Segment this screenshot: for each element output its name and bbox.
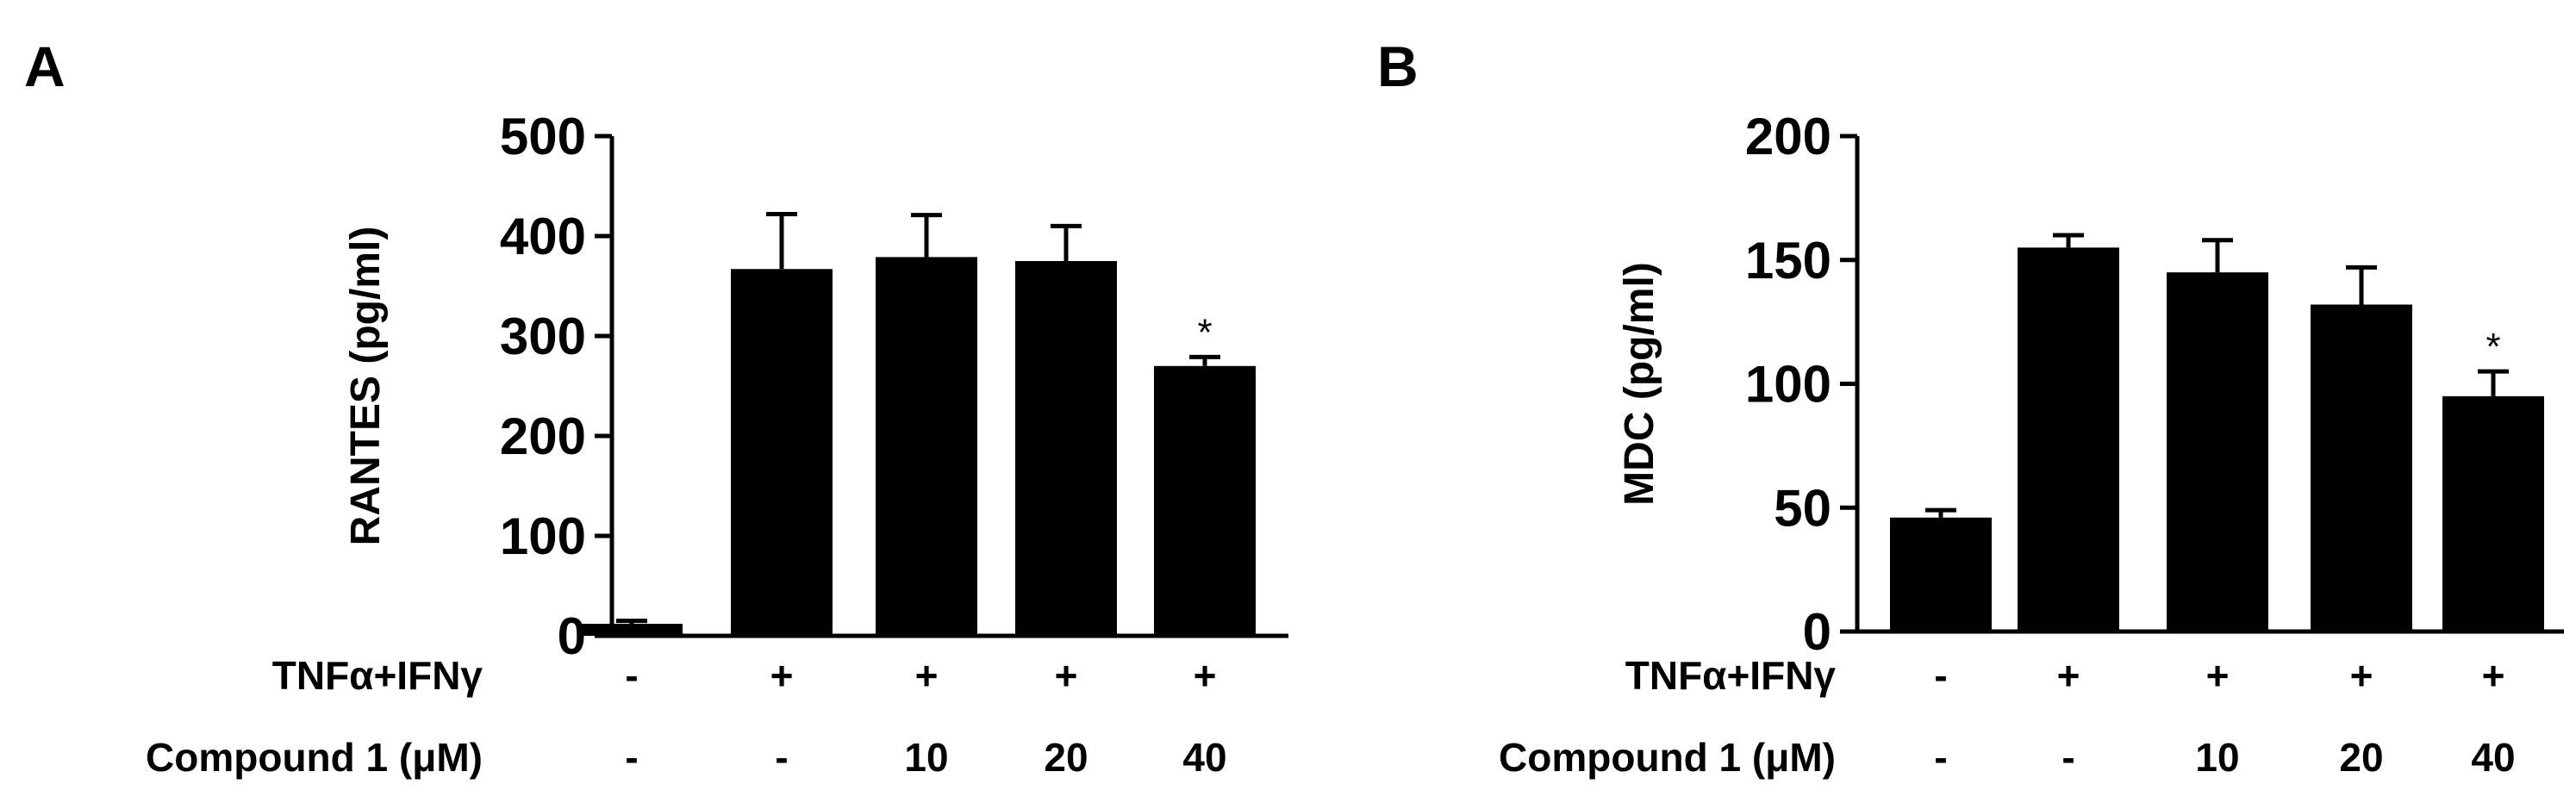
panel-a-condition-value: +: [915, 653, 939, 698]
panel-a-condition-label: TNFα+IFNγ: [272, 653, 483, 698]
panel-b-condition-value: +: [2350, 653, 2373, 698]
panel-a-condition-value: 10: [904, 735, 948, 780]
panel-a-condition-value: -: [625, 735, 638, 780]
panel-b-condition-value: 20: [2339, 735, 2383, 780]
panel-a-y-tick-label: 300: [500, 308, 586, 365]
panel-a-y-tick-label: 200: [500, 408, 586, 465]
panel-a-bar: [1154, 365, 1256, 636]
panel-b-bar: [1890, 517, 1992, 632]
panel-a-letter: A: [24, 34, 65, 98]
panel-b-bar: [2167, 272, 2268, 632]
panel-a-condition-label: Compound 1 (μM): [146, 735, 483, 780]
panel-a-y-tick-label: 100: [500, 507, 586, 565]
panel-a-condition-value: -: [775, 735, 788, 780]
panel-a-bar: [581, 624, 683, 636]
panel-b-condition-value: +: [2482, 653, 2505, 698]
panel-b-condition-value: -: [1934, 653, 1947, 698]
panel-b-bar: [2018, 247, 2119, 632]
panel-a-y-axis-title: RANTES (pg/ml): [343, 227, 389, 546]
panel-a-bar: [1015, 261, 1117, 636]
panel-a-y-tick-label: 0: [558, 607, 586, 665]
panel-a-condition-value: +: [1194, 653, 1217, 698]
panel-b-y-tick-label: 150: [1745, 232, 1831, 289]
panel-a-condition-value: +: [1055, 653, 1078, 698]
panel-b-bar: [2442, 395, 2544, 632]
panel-b-condition-value: +: [2057, 653, 2080, 698]
panel-b-significance-mark: *: [2486, 326, 2500, 368]
panel-b-y-tick-label: 100: [1745, 356, 1831, 414]
panel-b-condition-label: TNFα+IFNγ: [1625, 653, 1837, 698]
panel-b-y-tick-label: 50: [1774, 479, 1831, 537]
panel-a-y-tick-label: 500: [500, 108, 586, 165]
panel-b-letter: B: [1377, 34, 1419, 98]
panel-b-condition-value: +: [2206, 653, 2230, 698]
panel-b-condition-value: 10: [2195, 735, 2239, 780]
panel-a-bar: [731, 269, 833, 636]
panel-b-condition-value: -: [1934, 735, 1947, 780]
panel-a-y-tick-label: 400: [500, 208, 586, 265]
panel-b-condition-value: 40: [2471, 735, 2515, 780]
panel-b-y-tick-label: 0: [1803, 603, 1831, 661]
panel-b-bar: [2311, 304, 2412, 632]
panel-a-condition-value: 40: [1182, 735, 1226, 780]
panel-b-y-tick-label: 200: [1745, 108, 1831, 165]
panel-a-condition-value: +: [770, 653, 794, 698]
panel-b-condition-label: Compound 1 (μM): [1499, 735, 1836, 780]
panel-b-condition-value: -: [2061, 735, 2074, 780]
panel-b-y-axis-title: MDC (pg/ml): [1617, 262, 1662, 506]
panel-a-bar: [876, 257, 977, 636]
panel-a-condition-value: 20: [1044, 735, 1088, 780]
panel-a-significance-mark: *: [1197, 311, 1212, 353]
panel-a-condition-value: -: [625, 653, 638, 698]
